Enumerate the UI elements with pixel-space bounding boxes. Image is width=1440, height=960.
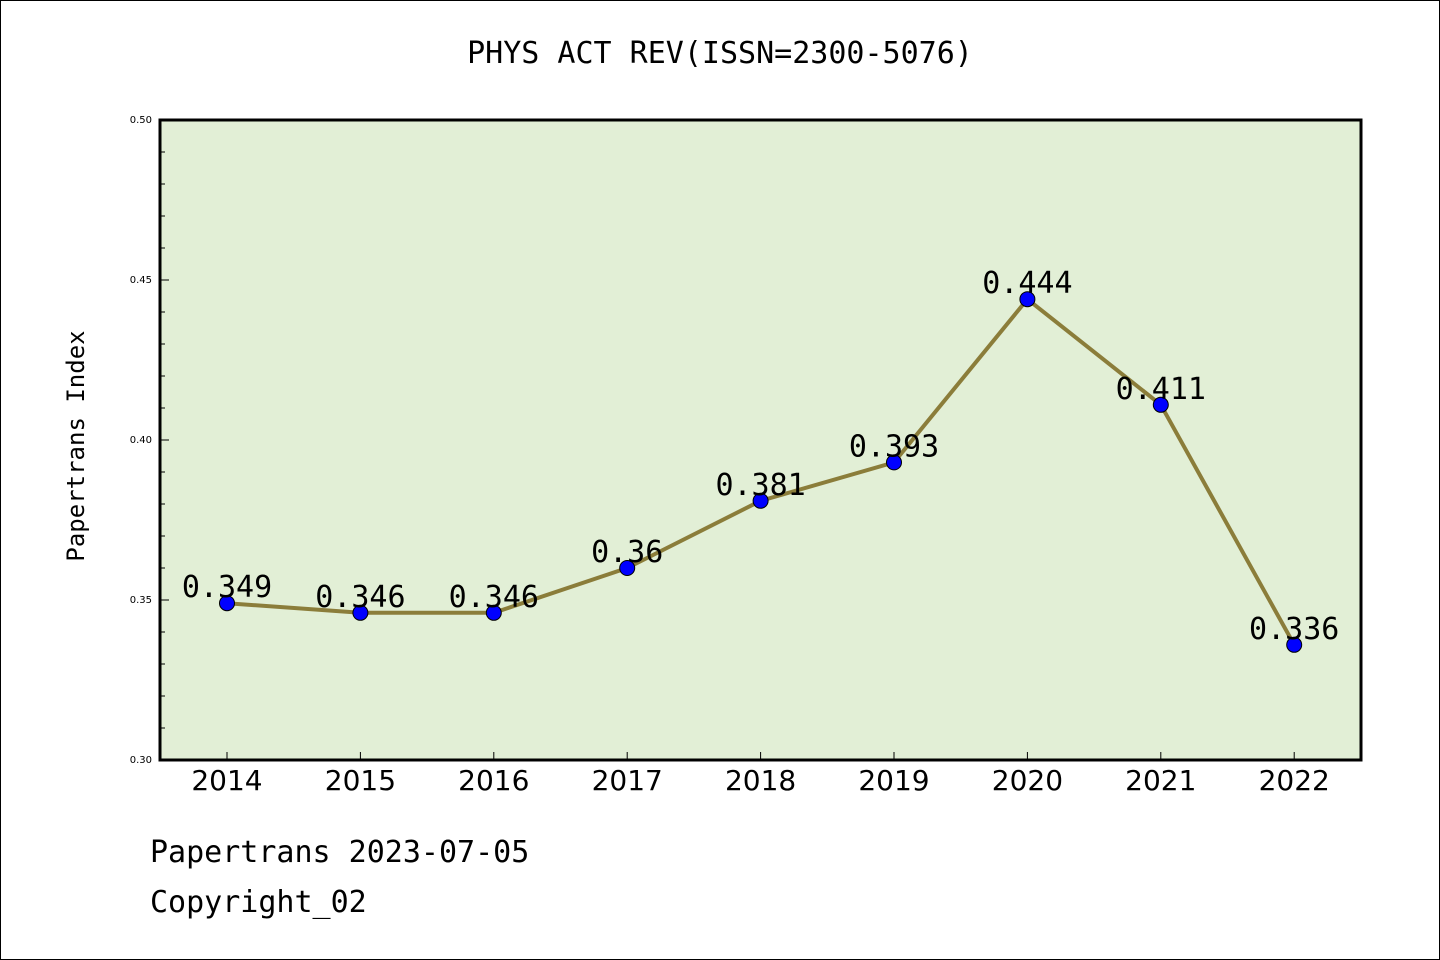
data-label: 0.336 <box>1249 612 1339 647</box>
y-tick-label: 0.45 <box>130 275 152 286</box>
data-point <box>219 595 235 612</box>
data-point <box>619 560 636 576</box>
x-tick-label: 2017 <box>592 764 663 797</box>
data-label: 0.349 <box>182 570 272 605</box>
x-tick-label: 2022 <box>1259 764 1330 797</box>
plot-area <box>160 120 1361 760</box>
data-label: 0.411 <box>1116 372 1206 407</box>
y-tick-label: 0.50 <box>130 115 152 126</box>
data-label: 0.393 <box>849 429 939 464</box>
data-label: 0.381 <box>715 468 805 503</box>
data-point <box>352 604 369 621</box>
chart-title: PHYS ACT REV(ISSN=2300-5076) <box>467 36 973 71</box>
data-label: 0.346 <box>449 580 539 615</box>
footer-date: Papertrans 2023-07-05 <box>150 835 530 870</box>
data-point <box>1152 396 1169 413</box>
x-tick-label: 2016 <box>458 764 529 797</box>
y-tick-label: 0.35 <box>130 595 152 606</box>
plot-border <box>158 118 1363 762</box>
y-tick-label: 0.30 <box>130 755 152 766</box>
x-tick-label: 2015 <box>325 764 396 797</box>
data-label: 0.444 <box>982 266 1072 301</box>
data-label: 0.346 <box>315 580 405 615</box>
data-label: 0.36 <box>591 535 663 570</box>
data-point <box>886 454 902 471</box>
x-tick-label: 2019 <box>858 764 929 797</box>
y-tick-label: 0.40 <box>130 435 152 446</box>
footer-copyright: Copyright_02 <box>150 885 367 920</box>
data-point <box>1286 636 1303 653</box>
x-tick-label: 2018 <box>725 764 796 797</box>
x-tick-label: 2021 <box>1125 764 1196 797</box>
data-point <box>752 492 769 509</box>
x-tick-label: 2020 <box>992 764 1063 797</box>
x-tick-label: 2014 <box>191 764 262 797</box>
data-point <box>1019 291 1036 308</box>
data-point <box>485 604 502 621</box>
